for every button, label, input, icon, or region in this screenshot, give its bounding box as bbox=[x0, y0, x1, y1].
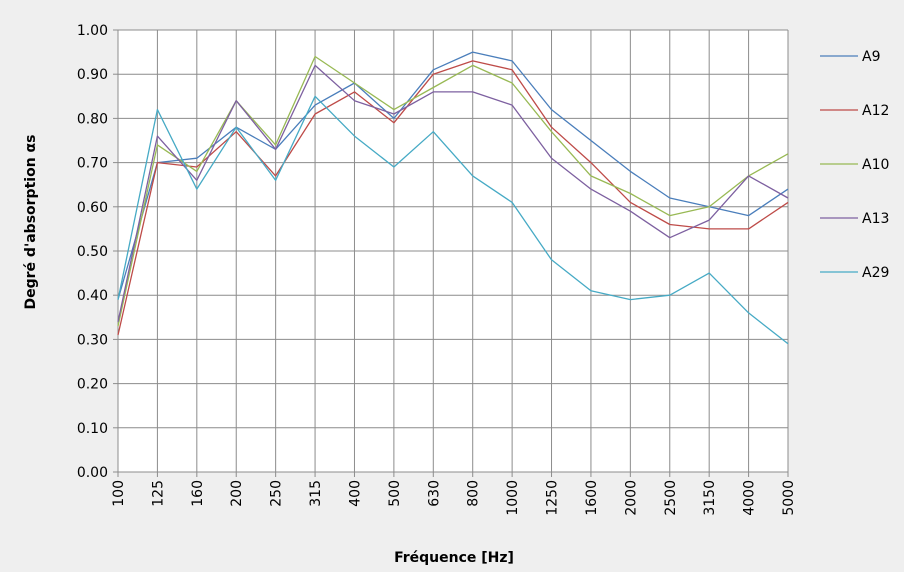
y-axis-title: Degré d'absorption αs bbox=[23, 135, 39, 310]
legend-label-a12: A12 bbox=[862, 103, 889, 119]
x-tick-label: 125 bbox=[150, 480, 166, 507]
x-tick-label: 250 bbox=[269, 480, 285, 507]
series-line-a13 bbox=[117, 64, 789, 322]
y-tick-label: 0.60 bbox=[77, 200, 108, 216]
x-tick-label: 1600 bbox=[584, 480, 600, 516]
x-tick-label: 5000 bbox=[781, 480, 797, 516]
legend-label-a13: A13 bbox=[862, 211, 889, 227]
series-lines bbox=[117, 51, 789, 345]
legend-label-a10: A10 bbox=[862, 157, 889, 173]
x-tick-label: 1000 bbox=[505, 480, 521, 516]
legend-label-a9: A9 bbox=[862, 49, 880, 65]
series-line-a10 bbox=[117, 55, 789, 327]
y-tick-label: 1.00 bbox=[77, 23, 108, 39]
x-tick-label: 3150 bbox=[702, 480, 718, 516]
y-tick-label: 0.30 bbox=[77, 332, 108, 348]
x-axis-title: Fréquence [Hz] bbox=[394, 550, 514, 566]
y-tick-label: 0.20 bbox=[77, 377, 108, 393]
x-tick-label: 2500 bbox=[663, 480, 679, 516]
y-tick-label: 0.40 bbox=[77, 288, 108, 304]
series-line-a9 bbox=[117, 51, 789, 300]
x-tick-label: 2000 bbox=[623, 480, 639, 516]
series-line-a29 bbox=[117, 95, 789, 345]
grid-lines bbox=[117, 29, 789, 473]
legend-label-a29: A29 bbox=[862, 265, 889, 281]
y-tick-label: 0.70 bbox=[77, 156, 108, 172]
y-tick-label: 0.10 bbox=[77, 421, 108, 437]
y-axis-ticks: 0.00 0.10 0.20 0.30 0.40 0.50 0.60 0.70 0.80 0.90… bbox=[77, 23, 118, 481]
x-tick-label: 160 bbox=[190, 480, 206, 507]
x-tick-label: 800 bbox=[466, 480, 482, 507]
x-tick-label: 630 bbox=[426, 480, 442, 507]
y-tick-label: 0.80 bbox=[77, 111, 108, 127]
x-tick-label: 4000 bbox=[742, 480, 758, 516]
x-tick-label: 1250 bbox=[545, 480, 561, 516]
legend: A9 A12 A10 A13 A29 bbox=[820, 49, 889, 281]
x-tick-label: 100 bbox=[111, 480, 127, 507]
x-tick-label: 500 bbox=[387, 480, 403, 507]
y-tick-label: 0.90 bbox=[77, 67, 108, 83]
x-tick-label: 400 bbox=[347, 480, 363, 507]
y-tick-label: 0.50 bbox=[77, 244, 108, 260]
y-tick-label: 0.00 bbox=[77, 465, 108, 481]
x-tick-label: 315 bbox=[308, 480, 324, 507]
x-tick-label: 200 bbox=[229, 480, 245, 507]
x-axis-ticks: 100 125 160 200 250 315 400 500 630 800 1000 1250 16… bbox=[111, 472, 797, 516]
